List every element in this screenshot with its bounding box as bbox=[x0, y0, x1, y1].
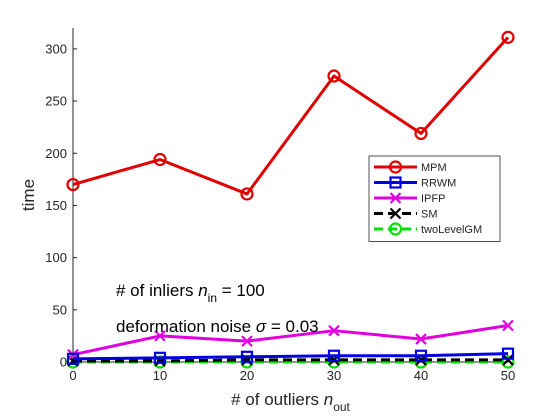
data-point-mpm bbox=[240, 187, 254, 201]
x-axis-title-var: n bbox=[324, 390, 333, 409]
annotation-1: # of inliers nin = 100 bbox=[116, 281, 265, 305]
x-axis-title: # of outliers nout bbox=[231, 390, 350, 414]
legend-marker-rrwm bbox=[389, 176, 402, 189]
legend: MPM RRWM IPFP SM twoLevelGM bbox=[368, 155, 501, 242]
legend-marker-twolevelgm bbox=[388, 222, 403, 236]
series-line-rrwm bbox=[72, 352, 509, 361]
legend-item-sm: SM bbox=[374, 207, 438, 221]
legend-item-ipfp: IPFP bbox=[374, 192, 445, 205]
series-rrwm bbox=[66, 347, 515, 365]
axes: 0 10 20 30 40 50 0 50 100 150 200 250 300 # of outlie… bbox=[19, 28, 515, 414]
legend-marker-sm bbox=[389, 207, 402, 220]
x-tick-label: 20 bbox=[240, 368, 254, 383]
data-point-ipfp bbox=[154, 330, 166, 342]
series-layer bbox=[66, 30, 515, 369]
series-mpm bbox=[66, 30, 515, 201]
data-point-rrwm bbox=[240, 350, 254, 363]
legend-label-sm: SM bbox=[421, 209, 438, 221]
x-tick-label: 50 bbox=[501, 368, 515, 383]
data-point-mpm bbox=[153, 152, 167, 167]
annotation-2: deformation noise σ = 0.03 bbox=[116, 317, 319, 336]
data-point-ipfp bbox=[415, 333, 427, 345]
x-tick-label: 40 bbox=[414, 368, 428, 383]
series-line-sm bbox=[73, 358, 508, 363]
data-point-rrwm bbox=[66, 352, 80, 365]
legend-marker-ipfp bbox=[389, 192, 402, 204]
y-axis-title: time bbox=[19, 179, 38, 211]
annotation-sub: in bbox=[208, 291, 217, 305]
legend-item-twolevelgm: twoLevelGM bbox=[374, 222, 482, 236]
legend-item-rrwm: RRWM bbox=[374, 176, 456, 190]
data-point-rrwm bbox=[414, 349, 428, 362]
legend-marker-mpm bbox=[388, 160, 403, 174]
y-tick-label: 100 bbox=[45, 250, 67, 265]
annotation-prefix: deformation noise bbox=[116, 317, 256, 336]
data-point-mpm bbox=[66, 177, 80, 192]
data-point-ipfp bbox=[502, 319, 514, 332]
x-tick-label: 30 bbox=[327, 368, 341, 383]
legend-label-mpm: MPM bbox=[421, 162, 447, 174]
data-point-ipfp bbox=[241, 335, 253, 347]
data-point-rrwm bbox=[327, 349, 341, 362]
y-tick-label: 200 bbox=[45, 146, 67, 161]
y-tick-label: 300 bbox=[45, 41, 67, 56]
x-axis-title-text: # of outliers bbox=[231, 390, 324, 409]
legend-label-rrwm: RRWM bbox=[421, 178, 456, 190]
x-tick-label: 0 bbox=[69, 368, 76, 383]
annotation-layer: # of inliers nin = 100 deformation noise … bbox=[116, 281, 319, 336]
annotation-suffix: = 100 bbox=[217, 281, 265, 300]
data-point-mpm bbox=[414, 126, 428, 141]
data-point-rrwm bbox=[501, 347, 515, 360]
y-tick-label: 250 bbox=[45, 94, 67, 109]
legend-label-twolevelgm: twoLevelGM bbox=[421, 224, 482, 236]
annotation-suffix: = 0.03 bbox=[266, 317, 318, 336]
data-point-twolevelgm bbox=[501, 355, 515, 369]
x-axis-title-sub: out bbox=[333, 400, 350, 414]
y-tick-label: 0 bbox=[60, 355, 67, 370]
series-ipfp bbox=[67, 319, 514, 361]
legend-label-ipfp: IPFP bbox=[421, 193, 445, 205]
annotation-var: σ bbox=[256, 317, 267, 336]
series-line-ipfp bbox=[72, 323, 509, 357]
annotation-var: n bbox=[198, 281, 207, 300]
annotation-prefix: # of inliers bbox=[116, 281, 198, 300]
data-point-sm bbox=[502, 354, 514, 366]
legend-item-mpm: MPM bbox=[374, 160, 447, 174]
x-tick-label: 10 bbox=[153, 368, 167, 383]
data-point-mpm bbox=[501, 30, 515, 44]
y-tick-label: 150 bbox=[45, 198, 67, 213]
data-point-mpm bbox=[327, 69, 341, 83]
y-tick-label: 50 bbox=[53, 302, 67, 317]
data-point-rrwm bbox=[153, 351, 167, 364]
data-point-ipfp bbox=[328, 324, 340, 337]
series-line-mpm bbox=[72, 36, 510, 196]
